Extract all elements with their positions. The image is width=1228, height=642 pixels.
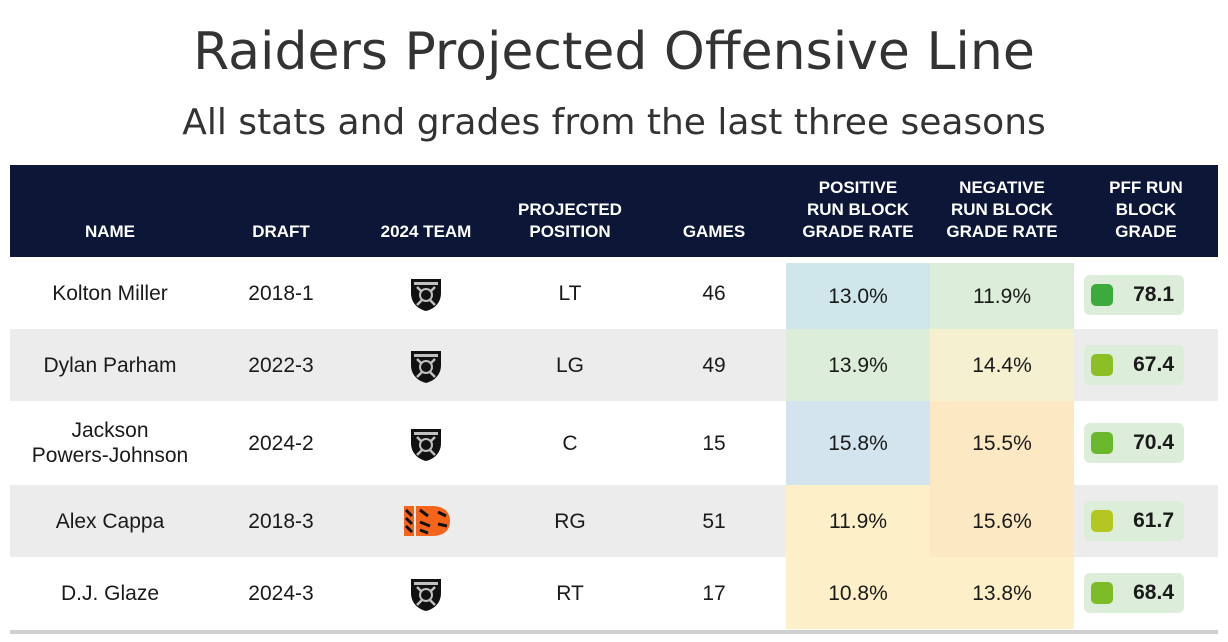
pff-grade-value: 70.4 xyxy=(1133,431,1174,454)
negative-rate-value: 11.9% xyxy=(930,263,1074,329)
team-cell xyxy=(356,485,496,557)
header-games: GAMES xyxy=(682,222,746,241)
header-negative-line3: GRADE RATE xyxy=(946,222,1058,241)
draft-value: 2024-3 xyxy=(248,581,314,605)
player-name-line1: Jackson xyxy=(71,419,149,442)
team-cell xyxy=(356,257,496,329)
table-bottom-border xyxy=(10,630,1218,634)
header-negative-line1: NEGATIVE xyxy=(959,178,1045,197)
draft-value: 2022-3 xyxy=(248,353,314,377)
games-value: 51 xyxy=(702,509,726,533)
offensive-line-table: NAME DRAFT 2024 TEAM PROJECTED POSITION … xyxy=(10,165,1218,629)
pff-grade-badge: 61.7 xyxy=(1084,501,1184,541)
header-draft: DRAFT xyxy=(252,222,310,241)
player-name-line2: Powers-Johnson xyxy=(31,444,189,467)
pff-grade-value: 61.7 xyxy=(1133,509,1174,532)
player-name: Kolton Miller xyxy=(52,281,168,305)
raiders-logo-icon xyxy=(411,351,441,383)
table-row: Kolton Miller 2018-1 LT 46 13.0% 11.9% 7… xyxy=(10,257,1218,329)
draft-value: 2018-1 xyxy=(248,281,314,305)
player-name: Dylan Parham xyxy=(43,353,177,377)
raiders-logo-icon xyxy=(411,579,441,611)
grade-color-dot xyxy=(1091,284,1113,306)
negative-rate-value: 14.4% xyxy=(930,329,1074,401)
header-pff-line2: BLOCK xyxy=(1115,200,1177,219)
player-name: Jackson Powers-Johnson xyxy=(10,401,210,485)
header-pff-grade: PFF RUN BLOCK GRADE xyxy=(1078,177,1214,243)
player-name: D.J. Glaze xyxy=(60,581,160,605)
header-position-line2: POSITION xyxy=(529,222,611,241)
positive-rate-value: 13.9% xyxy=(786,329,930,401)
team-cell xyxy=(356,329,496,401)
header-positive-line2: RUN BLOCK xyxy=(807,200,909,219)
header-pff-line1: PFF RUN xyxy=(1109,178,1183,197)
draft-value: 2024-2 xyxy=(248,431,314,455)
negative-rate-value: 15.6% xyxy=(930,485,1074,557)
header-position-line1: PROJECTED xyxy=(518,200,622,219)
page-subtitle: All stats and grades from the last three… xyxy=(182,102,1046,143)
table-body: Kolton Miller 2018-1 LT 46 13.0% 11.9% 7… xyxy=(10,257,1218,629)
raiders-logo-icon xyxy=(411,429,441,461)
negative-rate-value: 13.8% xyxy=(930,557,1074,629)
position-value: LG xyxy=(555,353,584,377)
negative-rate-value: 15.5% xyxy=(930,401,1074,485)
grade-color-dot xyxy=(1091,510,1113,532)
table-row: Alex Cappa 2018-3 RG 51 11.9% 15.6% 61.7 xyxy=(10,485,1218,557)
positive-rate-value: 10.8% xyxy=(786,557,930,629)
games-value: 49 xyxy=(702,353,726,377)
pff-grade-badge: 67.4 xyxy=(1084,345,1184,385)
positive-rate-value: 13.0% xyxy=(786,263,930,329)
header-negative-rate: NEGATIVE RUN BLOCK GRADE RATE xyxy=(930,177,1074,243)
positive-rate-value: 11.9% xyxy=(786,485,930,557)
table-row: D.J. Glaze 2024-3 RT 17 10.8% 13.8% 68.4 xyxy=(10,557,1218,629)
grade-color-dot xyxy=(1091,582,1113,604)
header-negative-line2: RUN BLOCK xyxy=(951,200,1053,219)
grade-color-dot xyxy=(1091,432,1113,454)
games-value: 17 xyxy=(702,581,726,605)
pff-grade-value: 68.4 xyxy=(1133,581,1174,604)
pff-grade-value: 78.1 xyxy=(1133,283,1174,306)
position-value: LT xyxy=(558,281,582,305)
header-positive-line3: GRADE RATE xyxy=(802,222,914,241)
pff-grade-value: 67.4 xyxy=(1133,353,1174,376)
header-position: PROJECTED POSITION xyxy=(495,199,645,243)
table-header: NAME DRAFT 2024 TEAM PROJECTED POSITION … xyxy=(10,165,1218,257)
raiders-logo-icon xyxy=(411,279,441,311)
page-title: Raiders Projected Offensive Line xyxy=(193,22,1035,82)
table-row: Jackson Powers-Johnson 2024-2 C 15 15.8%… xyxy=(10,401,1218,485)
team-cell xyxy=(356,401,496,485)
bengals-logo-icon xyxy=(404,506,450,536)
header-positive-rate: POSITIVE RUN BLOCK GRADE RATE xyxy=(786,177,930,243)
pff-grade-badge: 68.4 xyxy=(1084,573,1184,613)
player-name: Alex Cappa xyxy=(55,509,165,533)
header-pff-line3: GRADE xyxy=(1115,222,1177,241)
pff-grade-badge: 70.4 xyxy=(1084,423,1184,463)
position-value: RT xyxy=(556,581,584,605)
position-value: RG xyxy=(554,509,586,533)
header-name: NAME xyxy=(84,222,136,241)
pff-grade-badge: 78.1 xyxy=(1084,275,1184,315)
grade-color-dot xyxy=(1091,354,1113,376)
header-positive-line1: POSITIVE xyxy=(818,178,898,197)
games-value: 15 xyxy=(702,431,726,455)
position-value: C xyxy=(562,431,578,455)
positive-rate-value: 15.8% xyxy=(786,401,930,485)
table-row: Dylan Parham 2022-3 LG 49 13.9% 14.4% 67… xyxy=(10,329,1218,401)
team-cell xyxy=(356,557,496,629)
draft-value: 2018-3 xyxy=(248,509,314,533)
header-team: 2024 TEAM xyxy=(380,222,472,241)
games-value: 46 xyxy=(702,281,726,305)
